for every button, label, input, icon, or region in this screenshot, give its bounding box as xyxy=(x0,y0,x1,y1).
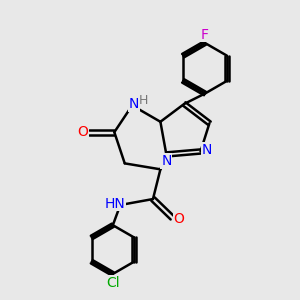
Text: F: F xyxy=(201,28,209,42)
Text: Cl: Cl xyxy=(106,276,120,290)
Text: O: O xyxy=(173,212,184,226)
Text: N: N xyxy=(161,154,172,168)
Text: HN: HN xyxy=(105,196,125,211)
Text: H: H xyxy=(139,94,148,106)
Text: O: O xyxy=(77,125,88,139)
Text: N: N xyxy=(128,97,139,111)
Text: N: N xyxy=(202,143,212,157)
